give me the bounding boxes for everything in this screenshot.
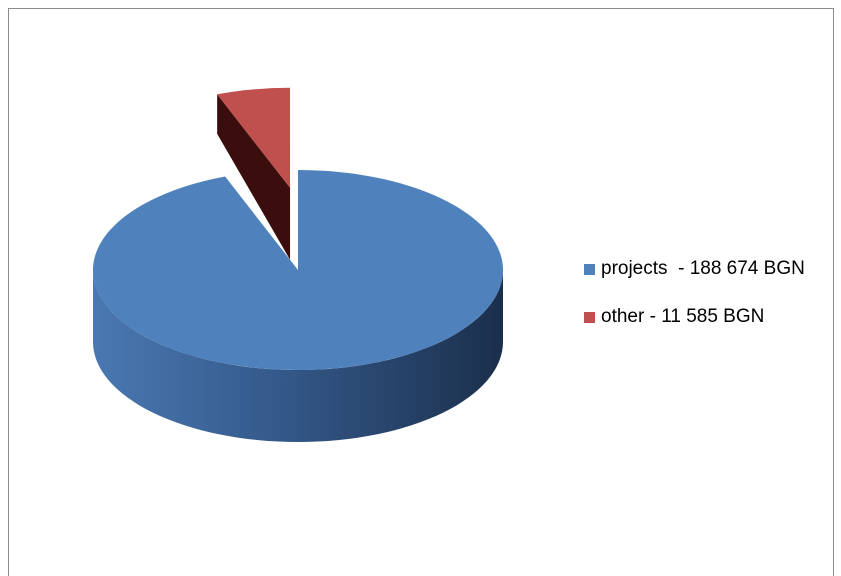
chart-legend: projects - 188 674 BGN other - 11 585 BG…: [584, 256, 805, 352]
pie-wall-other: [217, 94, 291, 260]
legend-swatch-other: [584, 311, 595, 323]
pie-slice-projects: [93, 170, 504, 370]
legend-item-projects: projects - 188 674 BGN: [584, 256, 805, 282]
legend-item-other: other - 11 585 BGN: [584, 304, 805, 330]
pie-side-projects: [93, 270, 503, 442]
legend-label-projects: projects - 188 674 BGN: [601, 258, 805, 279]
legend-label-other: other - 11 585 BGN: [601, 306, 765, 327]
legend-swatch-projects: [584, 263, 595, 275]
pie-slice-other: [217, 87, 291, 188]
